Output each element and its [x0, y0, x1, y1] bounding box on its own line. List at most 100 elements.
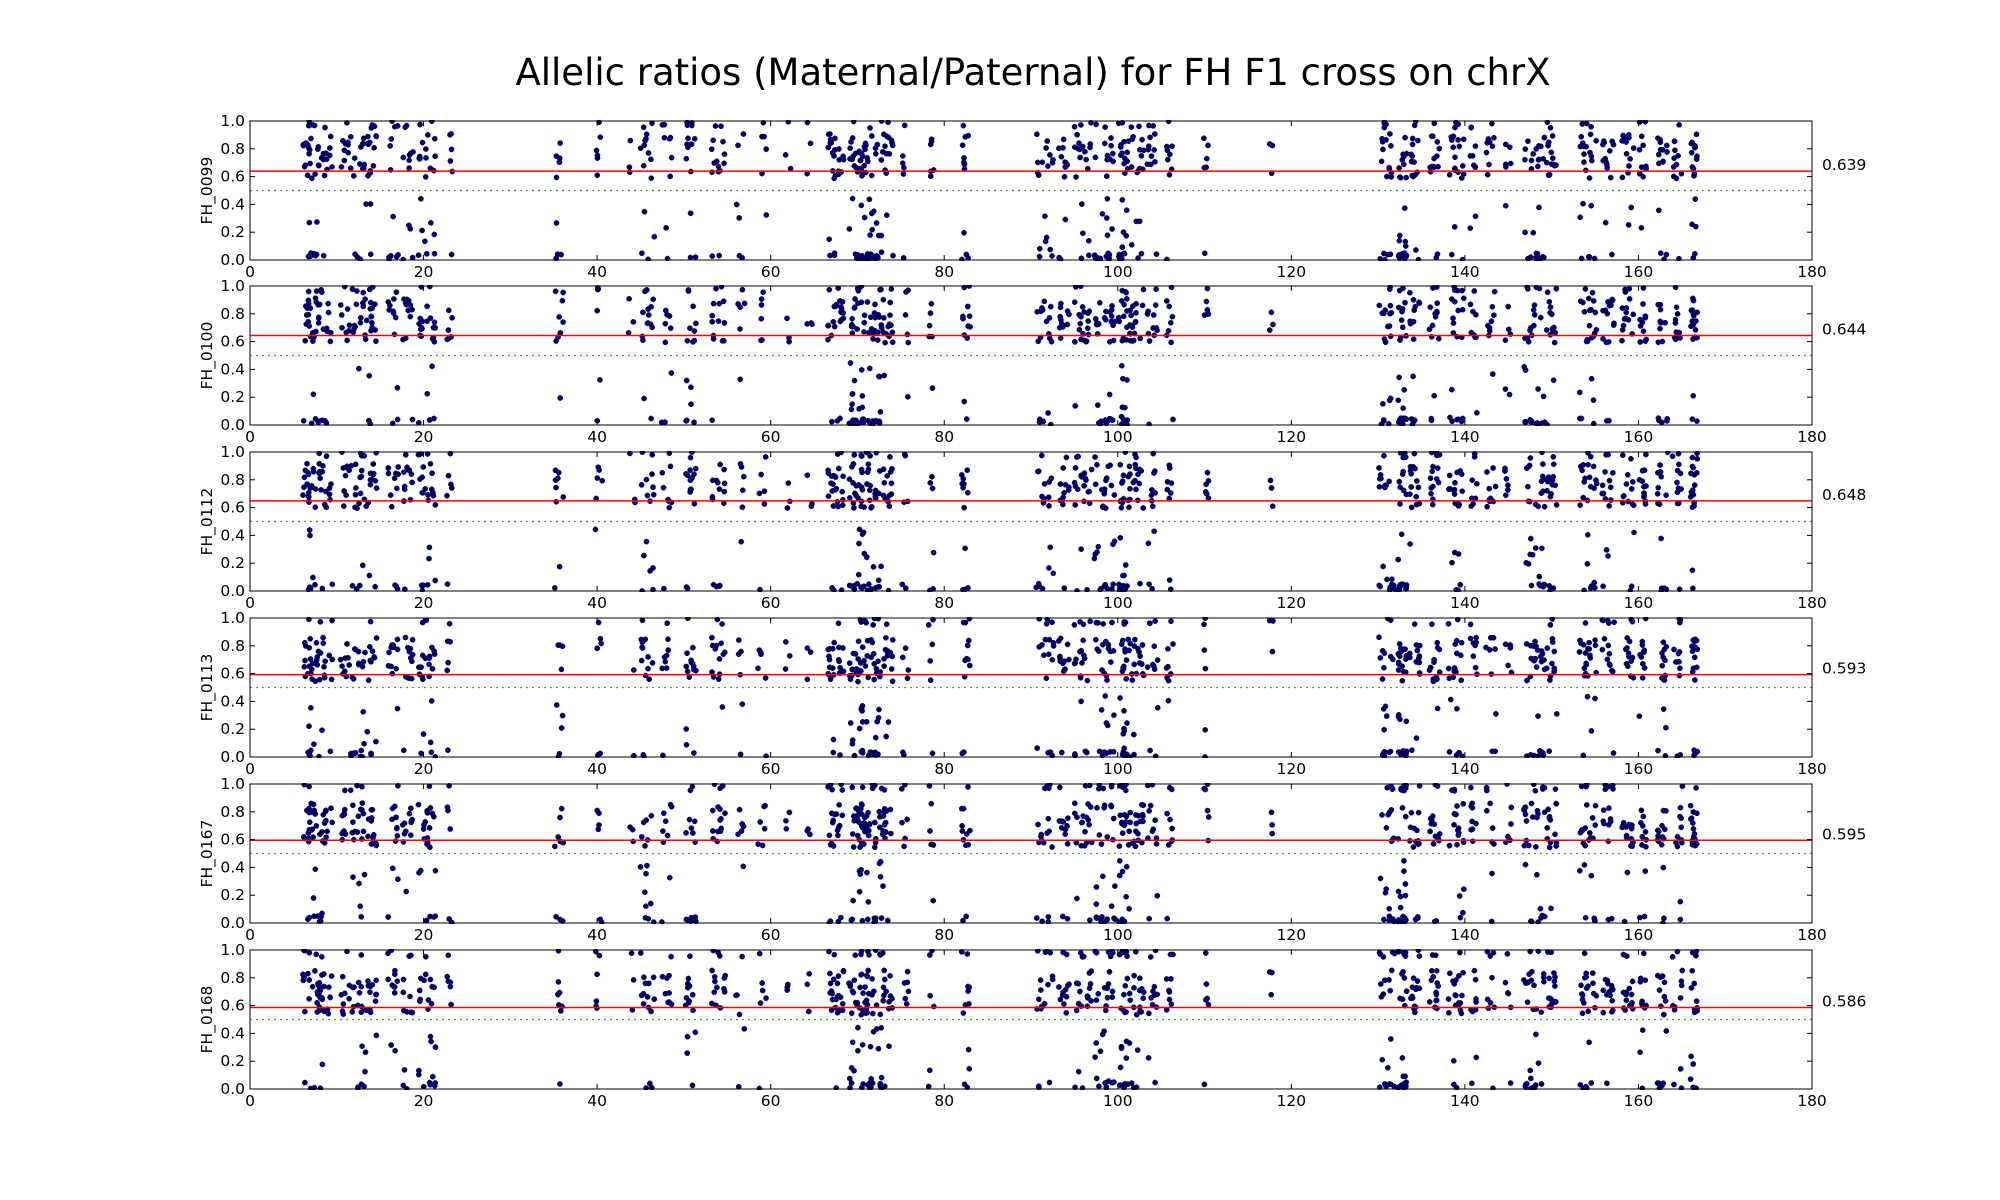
data-point	[1123, 657, 1130, 663]
data-point	[304, 172, 311, 179]
data-point	[626, 295, 632, 302]
data-point	[1072, 502, 1079, 508]
data-point	[641, 974, 647, 981]
data-point	[394, 586, 401, 592]
data-point	[424, 582, 431, 588]
x-tick-label: 120	[1277, 760, 1307, 778]
data-point	[1673, 304, 1680, 311]
data-point	[1547, 124, 1554, 131]
data-point	[1426, 326, 1433, 333]
panel-fh_0168: 0 20 40 60 80 100 120 140 160 1800.00.20.40.60.81…	[198, 941, 1866, 1110]
data-point	[329, 164, 335, 170]
data-point	[1131, 661, 1138, 668]
data-point	[866, 487, 873, 494]
data-point	[650, 919, 657, 924]
data-point	[687, 953, 693, 960]
data-point	[1038, 833, 1044, 840]
data-point	[1102, 693, 1109, 699]
data-point	[1395, 712, 1402, 718]
data-point	[645, 665, 651, 672]
data-point	[637, 864, 644, 870]
data-point	[417, 867, 424, 874]
data-point	[1098, 707, 1105, 713]
data-point	[659, 122, 666, 128]
data-point	[406, 157, 412, 164]
data-point	[1095, 620, 1101, 626]
data-point	[311, 1084, 318, 1090]
data-point	[1126, 905, 1132, 912]
x-tick-label: 100	[1103, 263, 1133, 281]
data-point	[1428, 820, 1435, 827]
data-point	[961, 155, 967, 161]
data-point	[415, 252, 422, 259]
data-point	[1433, 308, 1440, 315]
data-point	[445, 747, 451, 754]
data-point	[1109, 150, 1116, 157]
data-point	[1626, 638, 1633, 645]
data-point	[1380, 563, 1386, 570]
data-point	[370, 461, 377, 467]
data-point	[735, 831, 741, 838]
data-point	[1585, 645, 1591, 652]
data-point	[1472, 664, 1479, 671]
data-point	[365, 133, 371, 140]
data-point	[645, 150, 652, 156]
data-point	[1123, 207, 1130, 214]
data-point	[861, 814, 868, 821]
data-point	[1546, 844, 1553, 851]
data-point	[868, 133, 875, 139]
data-point	[422, 819, 429, 825]
data-point	[1601, 820, 1607, 827]
data-point	[856, 888, 863, 895]
data-point	[1468, 329, 1475, 336]
data-point	[878, 157, 885, 163]
data-point	[643, 476, 650, 483]
data-point	[1537, 905, 1544, 912]
data-point	[1398, 785, 1404, 792]
data-point	[666, 972, 672, 979]
data-point	[1118, 142, 1124, 148]
data-point	[846, 495, 853, 501]
data-point	[1416, 300, 1423, 306]
x-tick-label: 60	[761, 926, 781, 944]
data-point	[859, 393, 866, 399]
data-point	[426, 544, 433, 551]
data-point	[1540, 974, 1547, 981]
data-point	[339, 973, 346, 980]
data-point	[964, 951, 971, 957]
data-point	[737, 751, 744, 758]
x-tick-label: 0	[245, 263, 255, 281]
data-point	[362, 1049, 369, 1056]
data-point	[1085, 318, 1092, 324]
data-point	[1467, 301, 1474, 308]
data-point	[1116, 253, 1122, 260]
data-point	[1269, 503, 1276, 510]
data-point	[1414, 978, 1421, 984]
data-point	[787, 165, 794, 172]
data-point	[1619, 174, 1626, 181]
data-point	[1057, 481, 1064, 487]
x-tick-label: 60	[761, 594, 781, 612]
data-point	[849, 401, 855, 408]
data-point	[1526, 971, 1532, 978]
x-tick-label: 180	[1797, 760, 1827, 778]
data-point	[899, 581, 906, 588]
data-point	[1056, 984, 1062, 990]
x-tick-label: 120	[1277, 263, 1307, 281]
x-tick-label: 80	[934, 594, 954, 612]
data-point	[312, 968, 318, 974]
data-point	[1165, 327, 1172, 334]
data-point	[1081, 483, 1088, 489]
x-tick-label: 20	[414, 926, 434, 944]
data-point	[1544, 825, 1551, 831]
data-point	[350, 874, 356, 880]
data-point	[1543, 327, 1550, 333]
data-point	[372, 998, 379, 1005]
data-point	[1488, 318, 1495, 325]
data-point	[1434, 644, 1441, 651]
data-point	[316, 460, 323, 467]
data-point	[1136, 146, 1143, 153]
data-point	[360, 289, 367, 296]
data-point	[418, 750, 424, 757]
data-point	[305, 300, 312, 307]
